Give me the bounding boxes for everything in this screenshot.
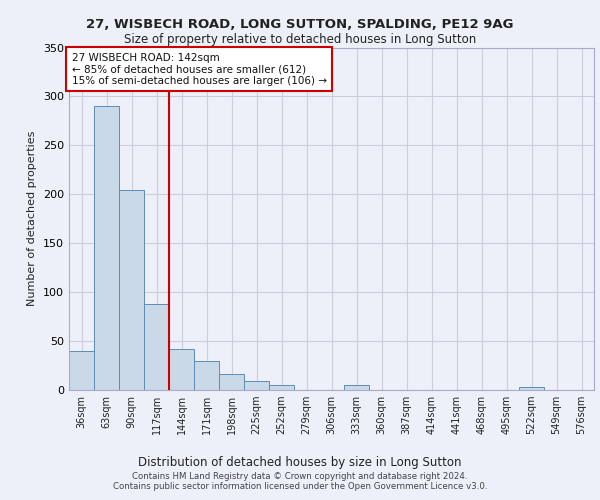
Text: 27 WISBECH ROAD: 142sqm
← 85% of detached houses are smaller (612)
15% of semi-d: 27 WISBECH ROAD: 142sqm ← 85% of detache… [71,52,326,86]
Text: 27, WISBECH ROAD, LONG SUTTON, SPALDING, PE12 9AG: 27, WISBECH ROAD, LONG SUTTON, SPALDING,… [86,18,514,30]
Bar [94,106,119,390]
Bar [269,385,294,390]
Bar [194,360,219,390]
Bar [344,385,369,390]
Text: Contains HM Land Registry data © Crown copyright and database right 2024.: Contains HM Land Registry data © Crown c… [132,472,468,481]
Text: Distribution of detached houses by size in Long Sutton: Distribution of detached houses by size … [138,456,462,469]
Bar [144,304,169,390]
Bar [69,351,94,390]
Bar [169,349,194,390]
Bar [119,190,144,390]
Bar [519,387,544,390]
Y-axis label: Number of detached properties: Number of detached properties [28,131,37,306]
Text: Size of property relative to detached houses in Long Sutton: Size of property relative to detached ho… [124,32,476,46]
Bar [219,374,244,390]
Bar [244,381,269,390]
Text: Contains public sector information licensed under the Open Government Licence v3: Contains public sector information licen… [113,482,487,491]
